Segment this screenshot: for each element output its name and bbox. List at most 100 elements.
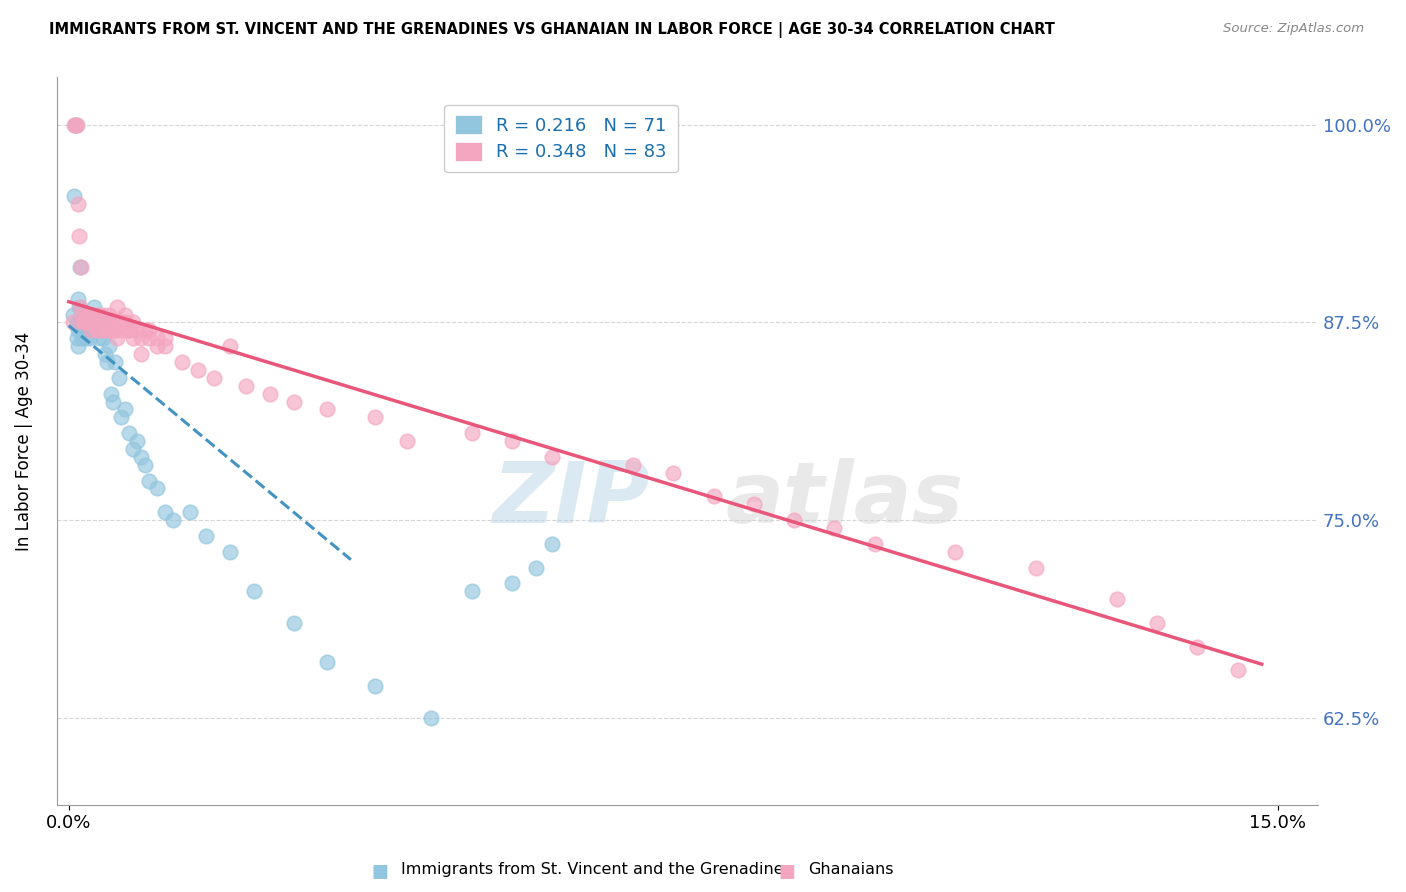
Text: Ghanaians: Ghanaians (808, 863, 894, 877)
Point (79, 331, 101, 345)
Point (101, 394, 124, 409)
Point (73, 308, 96, 322)
Point (82, 316, 104, 330)
Point (73, 316, 96, 330)
Point (86, 323, 108, 337)
Point (62, 316, 84, 330)
Point (155, 505, 177, 519)
Point (783, 513, 806, 527)
Point (129, 347, 152, 361)
Point (98, 316, 121, 330)
Point (65, 118, 87, 132)
Point (67, 339, 90, 353)
Text: ▪: ▪ (778, 855, 797, 884)
Point (66, 118, 89, 132)
Point (80, 323, 103, 337)
Point (114, 316, 136, 330)
Point (1226, 663, 1249, 677)
Point (146, 339, 169, 353)
Point (863, 537, 886, 551)
Point (89, 323, 111, 337)
Point (396, 434, 419, 448)
Point (73, 316, 96, 330)
Point (501, 576, 523, 591)
Point (129, 450, 152, 464)
Point (67, 292, 90, 306)
Point (127, 323, 149, 337)
Point (75, 316, 97, 330)
Point (129, 331, 152, 345)
Point (105, 300, 128, 314)
Point (100, 323, 122, 337)
Point (86, 316, 108, 330)
Point (76, 308, 98, 322)
Point (461, 584, 484, 599)
Point (90, 316, 112, 330)
Point (824, 521, 846, 535)
Point (94, 347, 117, 361)
Point (94, 323, 117, 337)
Point (420, 711, 443, 725)
Point (69, 300, 91, 314)
Point (114, 308, 136, 322)
Point (82, 316, 104, 330)
Point (179, 505, 201, 519)
Point (219, 545, 242, 559)
Point (202, 371, 225, 385)
Point (243, 584, 266, 599)
Point (170, 355, 193, 369)
Point (1146, 615, 1168, 630)
Point (91, 308, 114, 322)
Point (219, 339, 242, 353)
Point (283, 615, 305, 630)
Point (70, 323, 93, 337)
Point (134, 323, 156, 337)
Text: atlas: atlas (725, 458, 963, 541)
Point (162, 513, 184, 527)
Point (66, 323, 89, 337)
Point (65, 118, 87, 132)
Point (662, 466, 685, 480)
Point (155, 331, 177, 345)
Point (138, 331, 160, 345)
Point (89, 331, 111, 345)
Point (93, 316, 115, 330)
Point (945, 545, 967, 559)
Point (82, 316, 104, 330)
Point (72, 308, 94, 322)
Point (138, 323, 160, 337)
Point (541, 537, 564, 551)
Point (364, 410, 387, 425)
Text: ZIP: ZIP (492, 458, 650, 541)
Y-axis label: In Labor Force | Age 30-34: In Labor Force | Age 30-34 (15, 332, 32, 550)
Point (84, 316, 107, 330)
Point (66, 316, 89, 330)
Point (79, 316, 101, 330)
Point (146, 331, 169, 345)
Point (118, 323, 141, 337)
Point (72, 316, 94, 330)
Point (66, 331, 89, 345)
Point (63, 189, 86, 203)
Point (621, 458, 644, 472)
Point (315, 402, 337, 417)
Text: Source: ZipAtlas.com: Source: ZipAtlas.com (1223, 22, 1364, 36)
Point (104, 355, 127, 369)
Point (90, 323, 112, 337)
Point (146, 482, 169, 496)
Point (118, 426, 141, 441)
Point (69, 260, 91, 275)
Point (501, 434, 523, 448)
Point (118, 323, 141, 337)
Point (742, 497, 765, 511)
Point (72, 331, 94, 345)
Point (98, 339, 121, 353)
Point (364, 679, 387, 693)
Point (101, 316, 124, 330)
Point (77, 316, 100, 330)
Point (72, 323, 94, 337)
Point (110, 323, 132, 337)
Point (69, 308, 91, 322)
Point (80, 308, 103, 322)
Point (76, 308, 98, 322)
